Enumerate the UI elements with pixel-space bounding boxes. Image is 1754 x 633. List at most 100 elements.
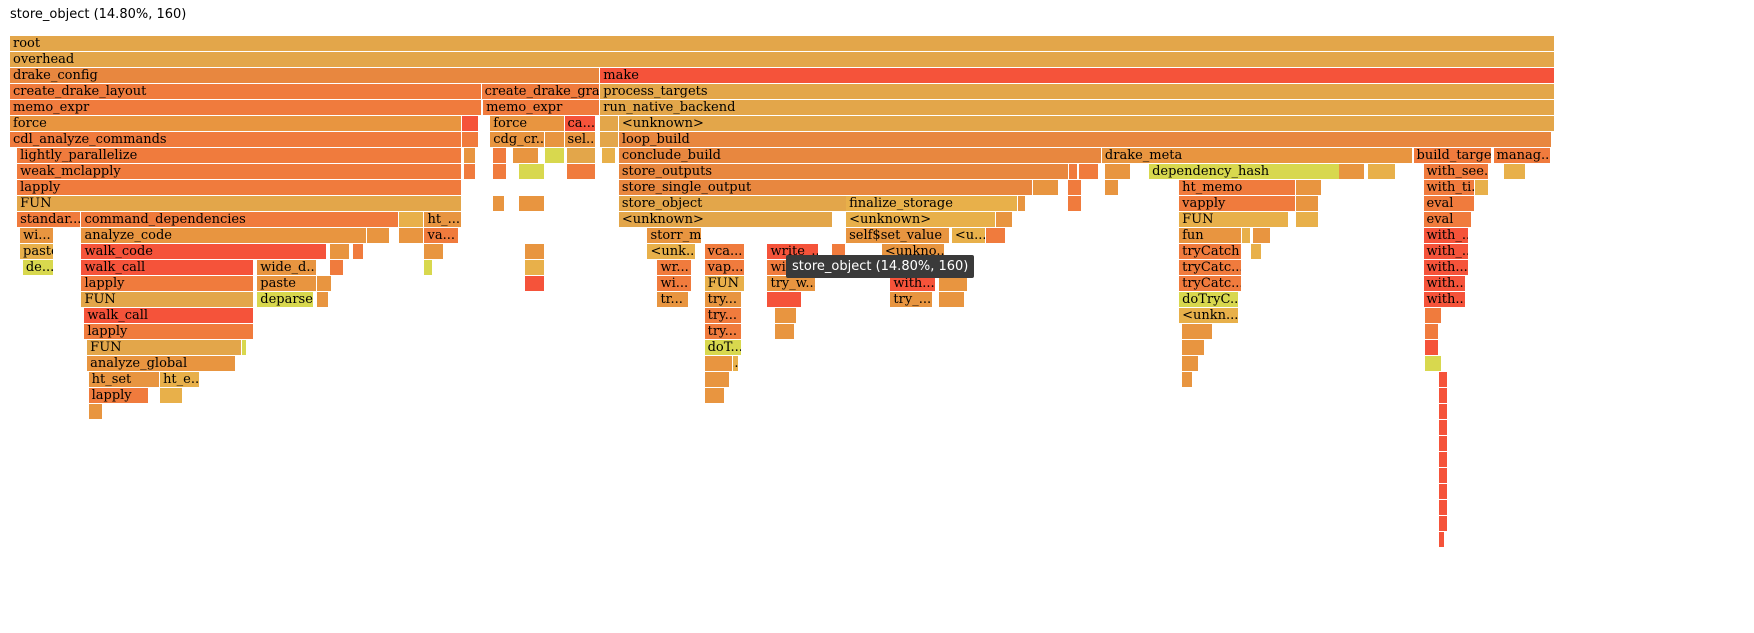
flame-frame[interactable] [1296,212,1320,227]
flame-frame[interactable]: process_targets [600,84,1555,99]
flame-frame[interactable]: make [600,68,1555,83]
flame-frame[interactable]: with_... [1423,228,1470,243]
flame-frame[interactable] [1067,196,1082,211]
flame-frame[interactable] [513,148,539,163]
flame-frame[interactable]: eval [1423,196,1475,211]
flame-frame[interactable]: store_single_output [618,180,1034,195]
flame-frame[interactable] [1439,372,1448,387]
flame-frame[interactable] [704,356,734,371]
flame-frame[interactable]: wr... [657,260,692,275]
flame-frame[interactable] [1439,468,1448,483]
flame-frame[interactable] [353,244,365,259]
flame-frame[interactable]: with_... [1423,244,1470,259]
flame-frame[interactable]: try_w... [767,276,817,291]
flame-frame[interactable]: try_... [890,292,934,307]
flame-frame[interactable] [1181,324,1214,339]
flame-frame[interactable] [88,404,103,419]
flame-frame[interactable]: eval [1423,212,1473,227]
flame-frame[interactable] [1424,356,1443,371]
flame-frame[interactable]: FUN [87,340,242,355]
flame-frame[interactable]: manag... [1493,148,1551,163]
flame-frame[interactable] [567,148,596,163]
flame-frame[interactable] [1339,164,1365,179]
flame-frame[interactable]: lapply [81,276,255,291]
flame-frame[interactable] [524,244,545,259]
flame-frame[interactable]: FUN [17,196,462,211]
flame-frame[interactable]: paste [257,276,318,291]
flame-frame[interactable] [1439,452,1448,467]
flame-frame[interactable] [939,276,968,291]
flame-frame[interactable]: walk_code [81,244,328,259]
flame-frame[interactable]: vap... [704,260,745,275]
flame-frame[interactable] [704,388,725,403]
flame-frame[interactable]: lapply [84,324,255,339]
flame-frame[interactable]: vca... [704,244,745,259]
flame-frame[interactable] [1033,180,1060,195]
flame-frame[interactable]: create_drake_layout [10,84,482,99]
flame-frame[interactable]: tryCatc... [1179,260,1242,275]
flame-frame[interactable]: deparse [257,292,315,307]
flame-frame[interactable]: with... [1423,260,1470,275]
flame-frame[interactable] [774,324,795,339]
flame-frame[interactable] [464,164,476,179]
flame-frame[interactable]: command_dependencies [81,212,399,227]
flame-frame[interactable] [1474,180,1490,195]
flame-frame[interactable]: with... [1423,292,1467,307]
flame-frame[interactable] [461,132,479,147]
flame-frame[interactable]: cdl_analyze_commands [10,132,462,147]
flame-frame[interactable] [317,276,332,291]
flame-frame[interactable]: <unkn... [1179,308,1240,323]
flame-frame[interactable]: finalize_storage [846,196,1018,211]
flame-frame[interactable] [493,164,508,179]
flame-frame[interactable]: conclude_build [618,148,1102,163]
flame-frame[interactable] [1503,164,1527,179]
flame-frame[interactable]: store_outputs [618,164,1070,179]
flame-frame[interactable] [493,196,505,211]
flame-frame[interactable]: <unk... [647,244,697,259]
flame-frame[interactable]: analyze_code [81,228,368,243]
flame-frame[interactable]: dependency_hash [1149,164,1341,179]
flame-frame[interactable] [1367,164,1397,179]
flame-frame[interactable]: lapply [17,180,462,195]
flame-frame[interactable] [544,132,565,147]
flame-frame[interactable] [1104,180,1120,195]
flame-frame[interactable] [1067,180,1082,195]
flame-frame[interactable] [1439,532,1445,547]
flame-frame[interactable] [330,260,345,275]
flame-frame[interactable]: <unknown> [846,212,997,227]
flame-frame[interactable]: doTryC... [1179,292,1240,307]
flame-frame[interactable] [1079,164,1100,179]
flame-frame[interactable]: memo_expr [10,100,482,115]
flame-frame[interactable] [1253,228,1271,243]
flame-frame[interactable]: storr_m... [647,228,702,243]
flame-frame[interactable]: <unknown> [618,212,834,227]
flame-frame[interactable] [1241,228,1251,243]
flame-frame[interactable] [939,292,965,307]
flame-frame[interactable]: standar... [17,212,82,227]
flame-frame[interactable]: wi... [657,276,692,291]
flame-frame[interactable]: ht_e... [160,372,201,387]
flame-frame[interactable]: with_ti... [1423,180,1475,195]
flame-frame[interactable]: de... [22,260,55,275]
flame-frame[interactable]: force [490,116,565,131]
flame-frame[interactable] [1424,308,1443,323]
flame-frame[interactable]: lightly_parallelize [17,148,462,163]
flame-frame[interactable]: memo_expr [483,100,601,115]
flame-frame[interactable] [424,260,434,275]
flame-frame[interactable] [1439,404,1448,419]
flame-frame[interactable]: ca... [564,116,596,131]
flame-frame[interactable]: with... [1423,276,1467,291]
flame-frame[interactable] [1017,196,1027,211]
flame-frame[interactable] [464,148,476,163]
flame-frame[interactable]: ht_set [88,372,161,387]
flame-frame[interactable]: doT... [704,340,742,355]
flame-frame[interactable] [330,244,351,259]
flame-frame[interactable]: self$set_value [846,228,951,243]
flame-frame[interactable]: tr... [657,292,689,307]
flame-frame[interactable] [518,164,545,179]
flame-frame[interactable] [774,308,798,323]
flame-frame[interactable]: va... [424,228,459,243]
flame-frame[interactable] [1439,388,1448,403]
flame-frame[interactable] [241,340,248,355]
flame-frame[interactable]: walk_call [84,308,255,323]
